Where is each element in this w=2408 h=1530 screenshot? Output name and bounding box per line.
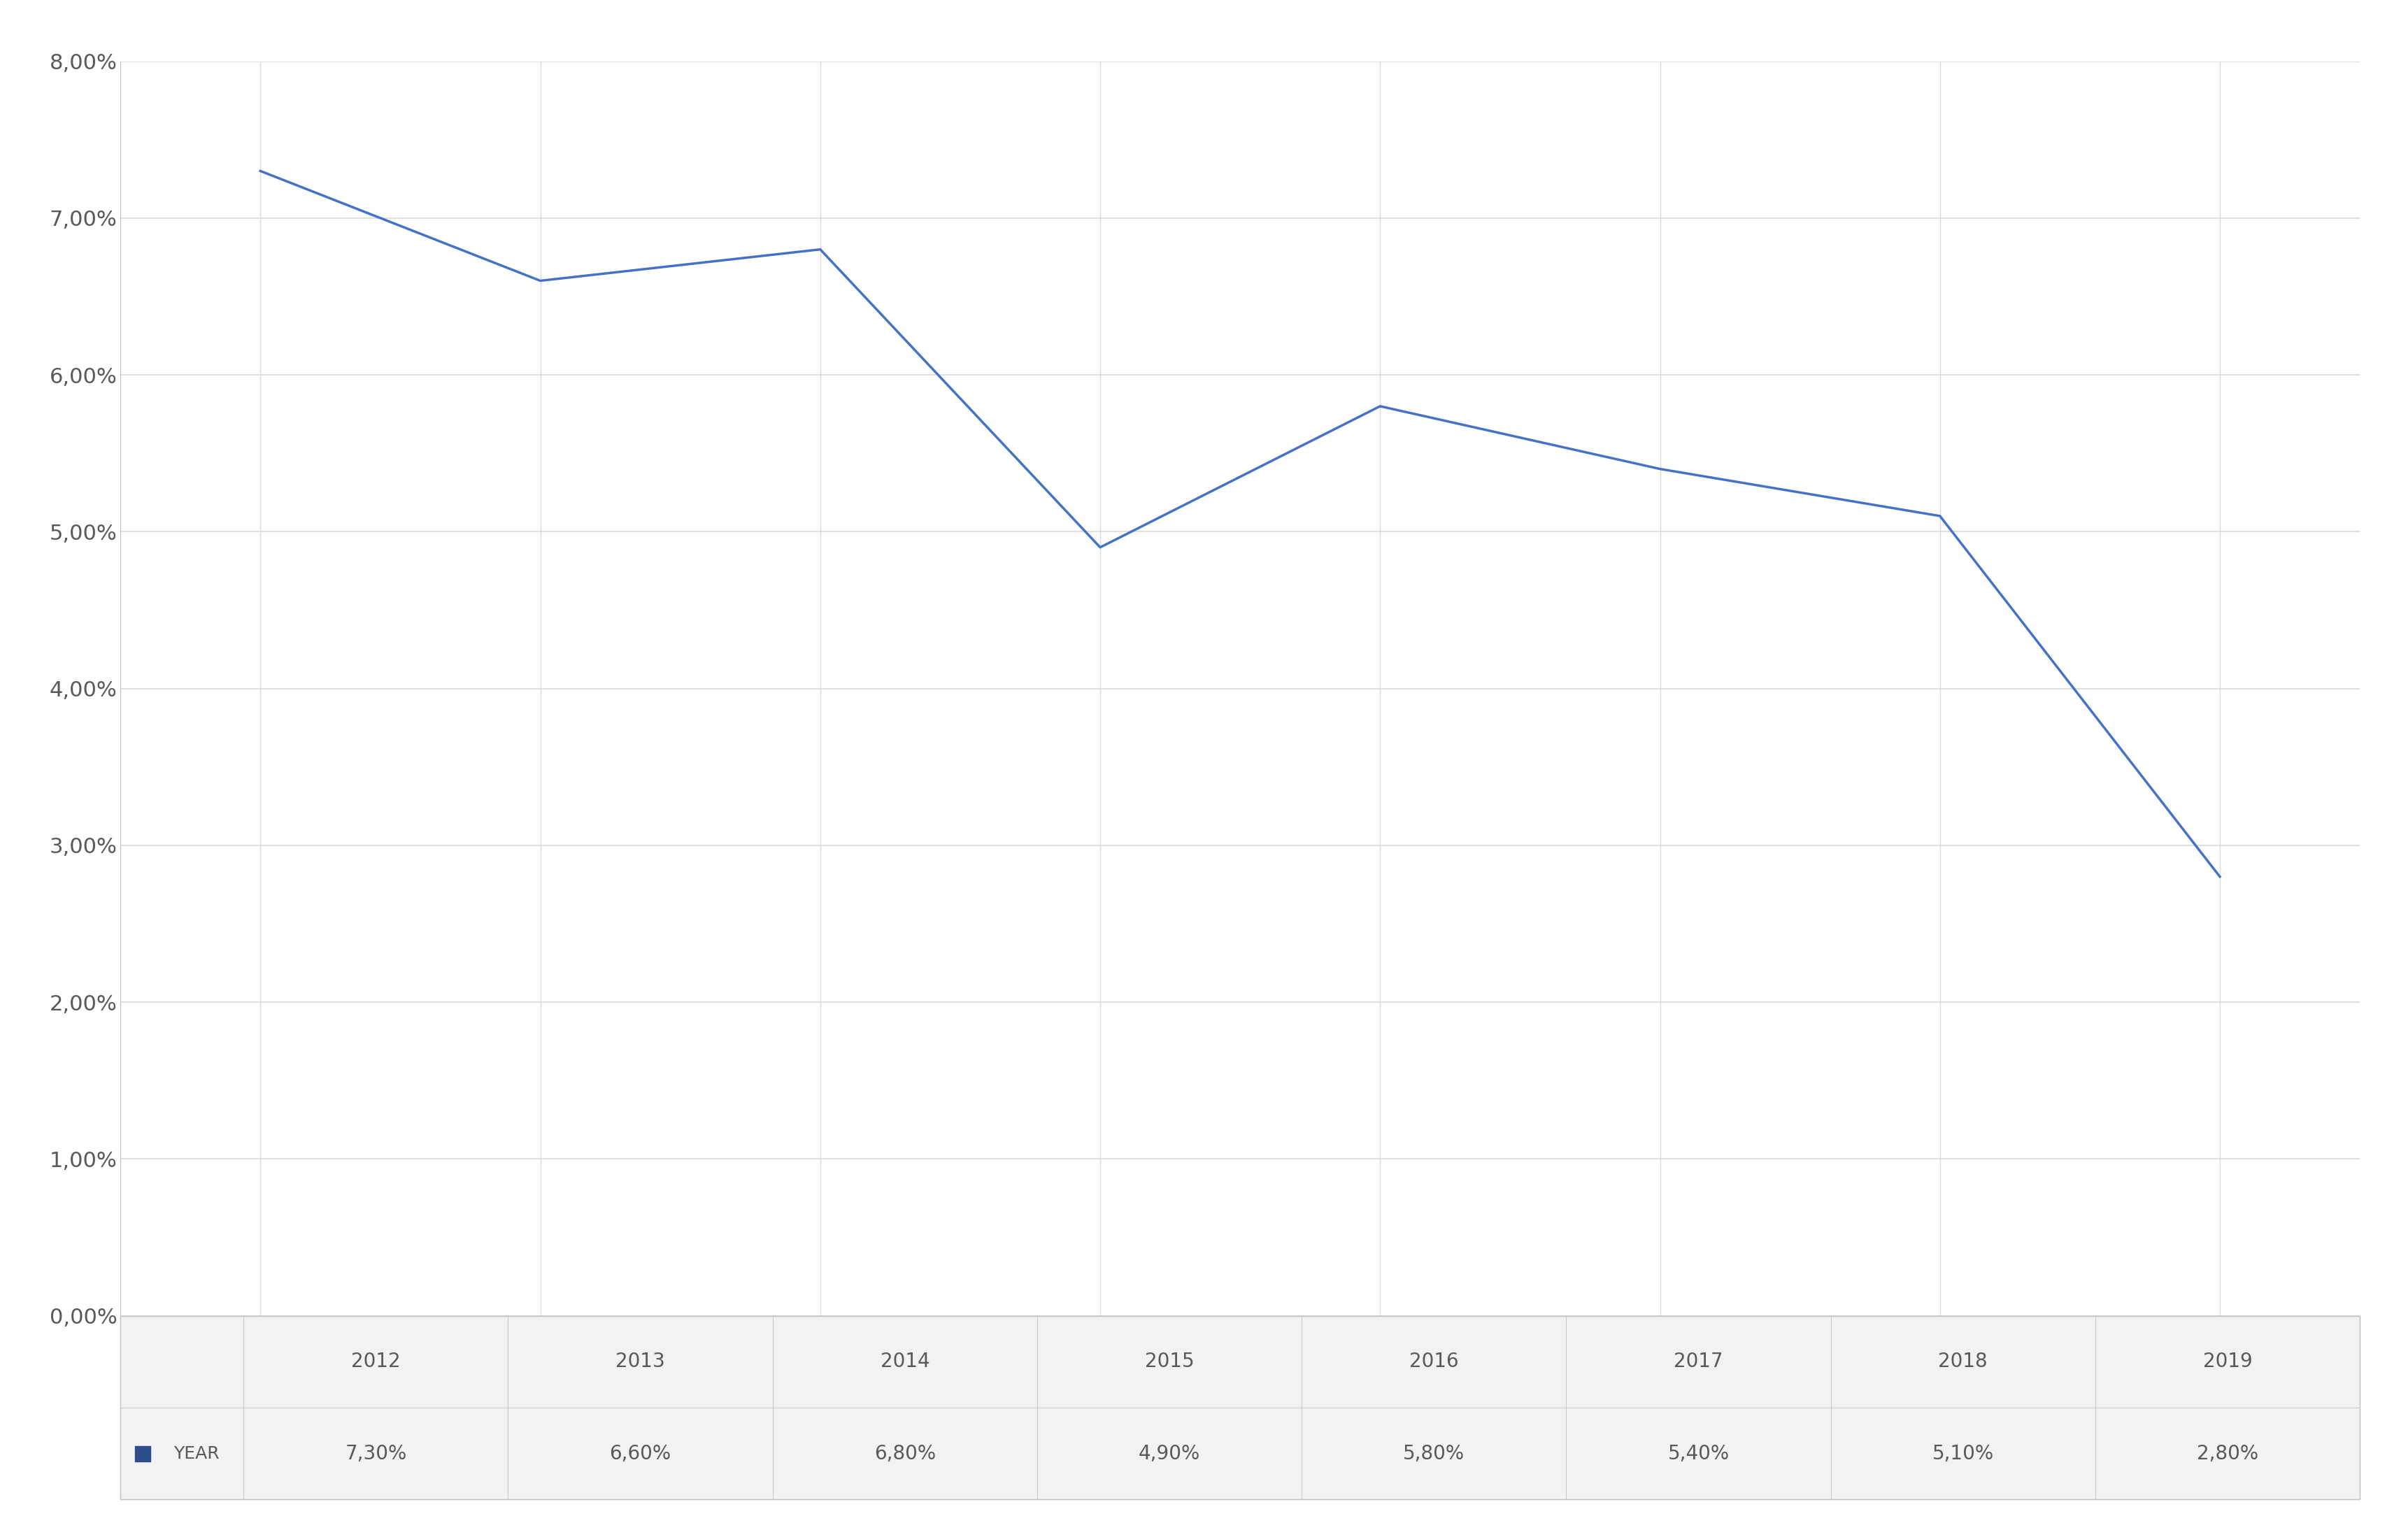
Bar [120,1316,243,1408]
Text: 7,30%: 7,30% [344,1444,407,1463]
Bar [1830,1408,2095,1499]
Bar [243,1316,508,1408]
Bar [1565,1316,1830,1408]
Text: 2,80%: 2,80% [2196,1444,2259,1463]
Bar [2095,1316,2360,1408]
Text: YEAR: YEAR [173,1446,219,1461]
Text: 5,40%: 5,40% [1669,1444,1729,1463]
Text: 2015: 2015 [1144,1353,1194,1371]
Bar [1303,1408,1565,1499]
Text: 6,80%: 6,80% [874,1444,937,1463]
Bar [1038,1316,1303,1408]
Text: 6,60%: 6,60% [609,1444,672,1463]
Text: 2012: 2012 [352,1353,400,1371]
Text: 5,10%: 5,10% [1931,1444,1994,1463]
Bar [773,1408,1038,1499]
Bar [1830,1316,2095,1408]
Bar [120,1408,243,1499]
Text: 2013: 2013 [616,1353,665,1371]
Bar [1303,1316,1565,1408]
Text: 2016: 2016 [1409,1353,1459,1371]
Text: 2018: 2018 [1938,1353,1987,1371]
Bar [773,1316,1038,1408]
Text: 2014: 2014 [881,1353,929,1371]
Text: 2019: 2019 [2203,1353,2251,1371]
Text: 2017: 2017 [1674,1353,1724,1371]
Bar [1038,1408,1303,1499]
Bar [1565,1408,1830,1499]
Text: 4,90%: 4,90% [1139,1444,1199,1463]
Bar [508,1408,773,1499]
Bar [2095,1408,2360,1499]
Bar [508,1316,773,1408]
Bar [243,1408,508,1499]
Text: 5,80%: 5,80% [1404,1444,1464,1463]
